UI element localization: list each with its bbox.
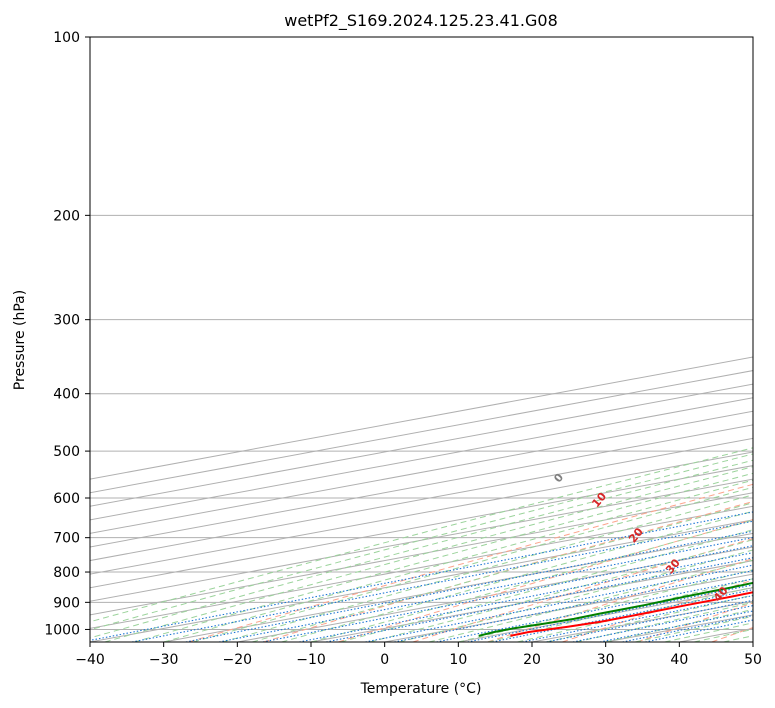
y-tick-label: 700 xyxy=(53,531,80,547)
moist-adiabat xyxy=(90,459,753,639)
x-tick-label: −10 xyxy=(296,652,326,668)
x-tick-label: 0 xyxy=(380,652,389,668)
isotherm-line xyxy=(90,492,753,616)
mixing-ratio-line xyxy=(492,589,753,642)
mixing-ratio-line xyxy=(436,578,753,642)
x-axis-label: Temperature (°C) xyxy=(360,681,482,697)
moist-adiabat xyxy=(428,559,753,642)
background-lines xyxy=(90,37,753,642)
x-tick-label: 40 xyxy=(670,652,688,668)
x-tick-label: 10 xyxy=(449,652,467,668)
mixing-ratio-line xyxy=(521,595,753,642)
isotherm-line xyxy=(90,519,753,642)
x-tick-label: 30 xyxy=(597,652,615,668)
x-tick-label: −20 xyxy=(223,652,253,668)
moist-adiabat xyxy=(517,586,753,642)
plot-frame xyxy=(89,36,754,643)
x-tick-label: 20 xyxy=(523,652,541,668)
isotherm-line xyxy=(90,437,753,562)
y-tick-label: 400 xyxy=(53,387,80,403)
mixing-ratio-line xyxy=(218,536,753,642)
isotherm-line xyxy=(90,451,753,575)
y-tick-label: 500 xyxy=(53,444,80,460)
y-tick-label: 1000 xyxy=(44,622,80,638)
moist-adiabat xyxy=(340,529,753,642)
moist-adiabat xyxy=(104,466,753,642)
y-tick-label: 200 xyxy=(53,208,80,224)
chart-title: wetPf2_S169.2024.125.23.41.G08 xyxy=(284,11,558,31)
moist-adiabat xyxy=(192,486,753,642)
mixing-ratio-line xyxy=(90,511,753,641)
isotherm-line xyxy=(90,424,753,548)
mixing-ratio-line xyxy=(467,584,753,642)
y-tick-label: 800 xyxy=(53,565,80,581)
dry-adiabat xyxy=(188,483,753,642)
dry-adiabat xyxy=(562,579,753,642)
x-tick-label: 50 xyxy=(744,652,762,668)
y-tick-label: 600 xyxy=(53,491,80,507)
isotherm-line xyxy=(90,465,753,589)
mixing-ratio-line xyxy=(185,530,753,642)
isotherm-line xyxy=(90,505,753,629)
x-tick-label: −40 xyxy=(75,652,105,668)
mixing-ratio-line xyxy=(131,520,753,642)
y-tick-label: 300 xyxy=(53,313,80,329)
moist-adiabat xyxy=(222,494,753,642)
y-tick-label: 100 xyxy=(53,30,80,46)
axis-ticks: −40 −30 −20 −10 0 10 20 30 40 50 100 200 300 400 500 60… xyxy=(44,30,762,668)
y-tick-label: 900 xyxy=(53,595,80,611)
y-axis-label: Pressure (hPa) xyxy=(12,290,28,390)
mixing-ratio-line xyxy=(325,557,753,642)
moist-adiabat xyxy=(163,479,753,642)
dry-adiabat xyxy=(412,538,753,642)
moist-adiabat xyxy=(310,519,753,642)
x-tick-label: −30 xyxy=(149,652,179,668)
moist-adiabat xyxy=(90,447,753,623)
